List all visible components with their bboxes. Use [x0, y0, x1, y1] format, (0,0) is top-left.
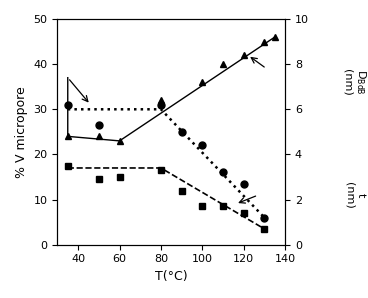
X-axis label: T(°C): T(°C) — [155, 270, 188, 283]
Text: t
(nm): t (nm) — [344, 182, 366, 208]
Text: D$_{\mathsf{BdB}}$
(nm): D$_{\mathsf{BdB}}$ (nm) — [342, 69, 368, 96]
Y-axis label: % V micropore: % V micropore — [15, 86, 28, 178]
